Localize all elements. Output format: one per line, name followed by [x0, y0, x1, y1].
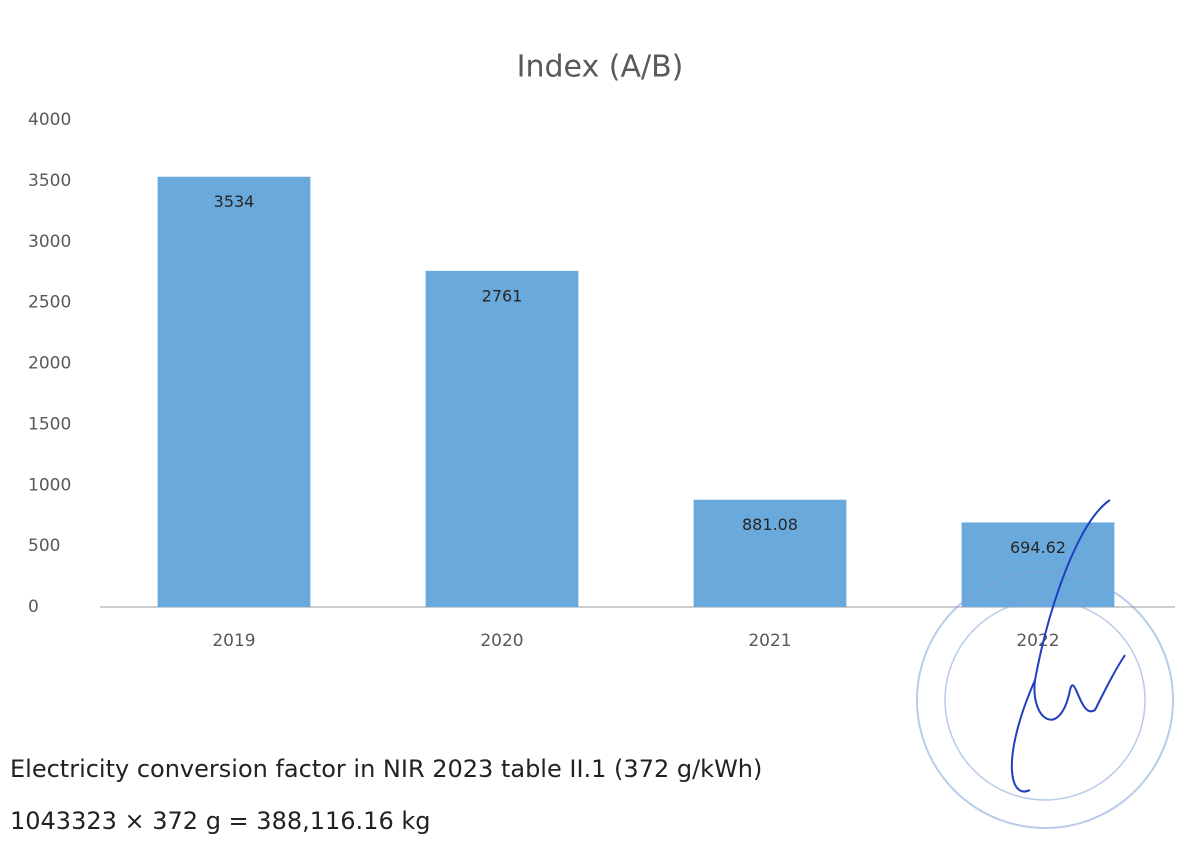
- value-label: 3534: [214, 192, 255, 211]
- bar: [425, 270, 579, 607]
- bar: [693, 499, 847, 607]
- bar: [961, 522, 1115, 607]
- x-tick-label: 2019: [212, 631, 255, 651]
- y-tick-label: 0: [28, 597, 39, 617]
- x-tick-label: 2021: [748, 631, 791, 651]
- note-line: Electricity conversion factor in NIR 202…: [10, 755, 762, 783]
- y-tick-label: 3500: [28, 171, 71, 191]
- value-label: 2761: [482, 286, 523, 305]
- y-tick-label: 2000: [28, 354, 71, 374]
- y-tick-label: 3000: [28, 232, 71, 252]
- y-tick-label: 500: [28, 536, 60, 556]
- stamp-ring: [916, 571, 1174, 829]
- y-tick-label: 1500: [28, 414, 71, 434]
- stamp: [916, 571, 1174, 829]
- x-tick-label: 2022: [1016, 631, 1059, 651]
- y-tick-label: 1000: [28, 475, 71, 495]
- value-label: 694.62: [1010, 538, 1066, 557]
- note-line: 1043323 × 372 g = 388,116.16 kg: [10, 807, 430, 835]
- y-tick-label: 4000: [28, 110, 71, 130]
- value-label: 881.08: [742, 515, 798, 534]
- chart-title: Index (A/B): [517, 50, 684, 85]
- stamp-ring: [944, 599, 1146, 801]
- signature: [1010, 499, 1126, 793]
- y-tick-label: 2500: [28, 293, 71, 313]
- bar: [157, 176, 311, 607]
- x-tick-label: 2020: [480, 631, 523, 651]
